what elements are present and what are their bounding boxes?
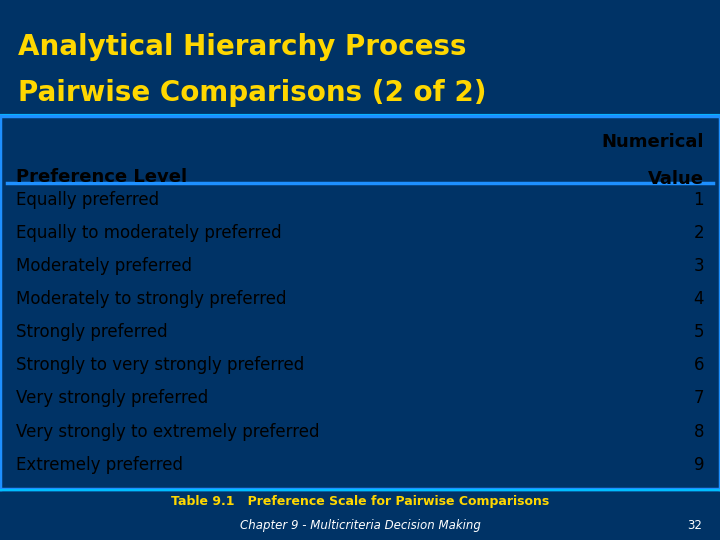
Text: 5: 5 [693, 323, 704, 341]
Text: 6: 6 [693, 356, 704, 374]
Text: Equally preferred: Equally preferred [16, 191, 159, 209]
Text: Preference Level: Preference Level [16, 168, 187, 186]
Text: 32: 32 [687, 519, 702, 532]
Text: 7: 7 [693, 389, 704, 408]
Text: Chapter 9 - Multicriteria Decision Making: Chapter 9 - Multicriteria Decision Makin… [240, 519, 480, 532]
Text: Equally to moderately preferred: Equally to moderately preferred [16, 224, 282, 242]
Text: 1: 1 [693, 191, 704, 209]
Text: Numerical: Numerical [602, 133, 704, 151]
Text: 2: 2 [693, 224, 704, 242]
Text: Analytical Hierarchy Process: Analytical Hierarchy Process [18, 32, 467, 60]
Text: Very strongly preferred: Very strongly preferred [16, 389, 208, 408]
Text: Table 9.1   Preference Scale for Pairwise Comparisons: Table 9.1 Preference Scale for Pairwise … [171, 495, 549, 508]
Text: 8: 8 [693, 423, 704, 441]
Text: 4: 4 [693, 290, 704, 308]
Text: Strongly to very strongly preferred: Strongly to very strongly preferred [16, 356, 304, 374]
Text: Pairwise Comparisons (2 of 2): Pairwise Comparisons (2 of 2) [18, 79, 487, 107]
Text: Strongly preferred: Strongly preferred [16, 323, 168, 341]
Text: Moderately preferred: Moderately preferred [16, 257, 192, 275]
Text: Very strongly to extremely preferred: Very strongly to extremely preferred [16, 423, 320, 441]
Text: 3: 3 [693, 257, 704, 275]
Text: Moderately to strongly preferred: Moderately to strongly preferred [16, 290, 287, 308]
Text: Value: Value [648, 170, 704, 188]
Text: Extremely preferred: Extremely preferred [16, 456, 183, 474]
Text: 9: 9 [693, 456, 704, 474]
